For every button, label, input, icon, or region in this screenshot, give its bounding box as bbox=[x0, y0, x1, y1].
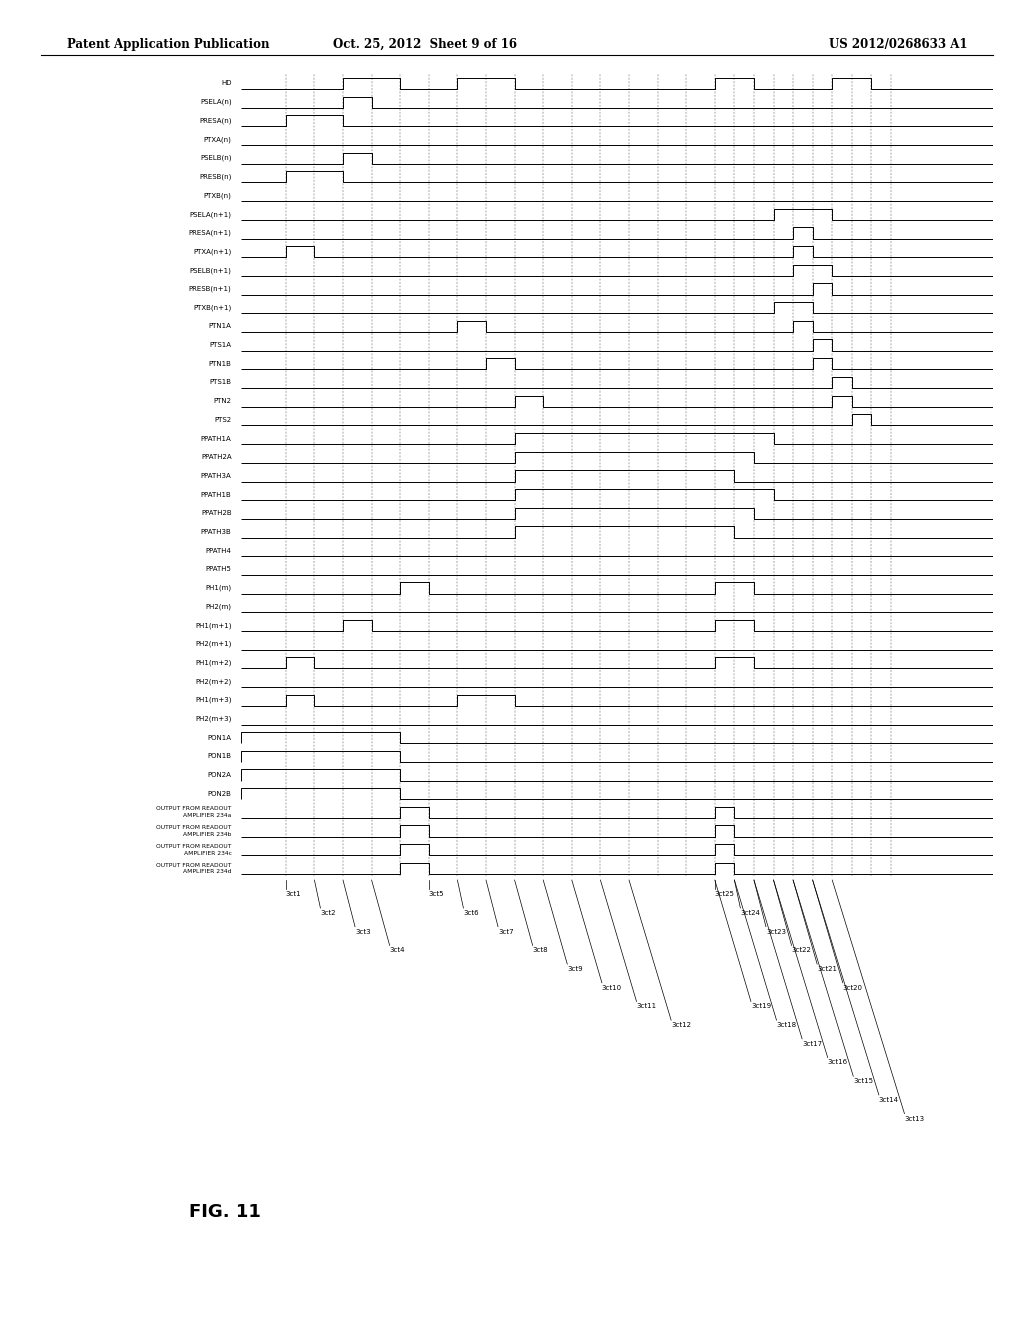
Text: PON1B: PON1B bbox=[208, 754, 231, 759]
Text: 3ct21: 3ct21 bbox=[817, 966, 838, 972]
Text: 3ct11: 3ct11 bbox=[637, 1003, 656, 1010]
Text: PPATH5: PPATH5 bbox=[206, 566, 231, 573]
Text: OUTPUT FROM READOUT: OUTPUT FROM READOUT bbox=[157, 843, 231, 849]
Text: PPATH2B: PPATH2B bbox=[201, 511, 231, 516]
Text: PH1(m+3): PH1(m+3) bbox=[196, 697, 231, 704]
Text: 3ct18: 3ct18 bbox=[776, 1022, 797, 1028]
Text: PON1A: PON1A bbox=[208, 735, 231, 741]
Text: 3ct9: 3ct9 bbox=[567, 966, 583, 972]
Text: 3ct14: 3ct14 bbox=[879, 1097, 899, 1102]
Text: 3ct24: 3ct24 bbox=[740, 909, 760, 916]
Text: PON2A: PON2A bbox=[208, 772, 231, 777]
Text: 3ct6: 3ct6 bbox=[464, 909, 479, 916]
Text: 3ct19: 3ct19 bbox=[751, 1003, 771, 1010]
Text: PTN1A: PTN1A bbox=[209, 323, 231, 330]
Text: PON2B: PON2B bbox=[208, 791, 231, 797]
Text: PPATH1A: PPATH1A bbox=[201, 436, 231, 442]
Text: PSELA(n+1): PSELA(n+1) bbox=[189, 211, 231, 218]
Text: PRESA(n): PRESA(n) bbox=[199, 117, 231, 124]
Text: PSELB(n): PSELB(n) bbox=[200, 154, 231, 161]
Text: 3ct1: 3ct1 bbox=[286, 891, 301, 898]
Text: 3ct3: 3ct3 bbox=[355, 928, 371, 935]
Text: Patent Application Publication: Patent Application Publication bbox=[67, 38, 269, 51]
Text: 3ct13: 3ct13 bbox=[904, 1115, 925, 1122]
Text: FIG. 11: FIG. 11 bbox=[189, 1203, 261, 1221]
Text: HD: HD bbox=[221, 81, 231, 86]
Text: PTS1B: PTS1B bbox=[210, 379, 231, 385]
Text: 3ct4: 3ct4 bbox=[390, 948, 406, 953]
Text: AMPLIFIER 234a: AMPLIFIER 234a bbox=[183, 813, 231, 818]
Text: 3ct22: 3ct22 bbox=[792, 948, 811, 953]
Text: 3ct5: 3ct5 bbox=[429, 891, 444, 898]
Text: 3ct16: 3ct16 bbox=[827, 1060, 848, 1065]
Text: AMPLIFIER 234d: AMPLIFIER 234d bbox=[183, 870, 231, 874]
Text: 3ct12: 3ct12 bbox=[671, 1022, 691, 1028]
Text: PPATH2A: PPATH2A bbox=[201, 454, 231, 461]
Text: PH1(m+2): PH1(m+2) bbox=[196, 660, 231, 667]
Text: 3ct8: 3ct8 bbox=[532, 948, 548, 953]
Text: PTN1B: PTN1B bbox=[209, 360, 231, 367]
Text: PH2(m+2): PH2(m+2) bbox=[196, 678, 231, 685]
Text: AMPLIFIER 234c: AMPLIFIER 234c bbox=[183, 850, 231, 855]
Text: 3ct2: 3ct2 bbox=[321, 909, 336, 916]
Text: PTXA(n+1): PTXA(n+1) bbox=[194, 248, 231, 255]
Text: PPATH3B: PPATH3B bbox=[201, 529, 231, 535]
Text: 3ct15: 3ct15 bbox=[853, 1078, 873, 1084]
Text: PTS1A: PTS1A bbox=[210, 342, 231, 348]
Text: OUTPUT FROM READOUT: OUTPUT FROM READOUT bbox=[157, 807, 231, 812]
Text: PH2(m+1): PH2(m+1) bbox=[196, 642, 231, 647]
Text: OUTPUT FROM READOUT: OUTPUT FROM READOUT bbox=[157, 825, 231, 830]
Text: 3ct7: 3ct7 bbox=[498, 928, 514, 935]
Text: PTXB(n): PTXB(n) bbox=[204, 193, 231, 199]
Text: PH2(m): PH2(m) bbox=[206, 603, 231, 610]
Text: PH2(m+3): PH2(m+3) bbox=[196, 715, 231, 722]
Text: Oct. 25, 2012  Sheet 9 of 16: Oct. 25, 2012 Sheet 9 of 16 bbox=[333, 38, 517, 51]
Text: PRESB(n+1): PRESB(n+1) bbox=[188, 286, 231, 292]
Text: PH1(m+1): PH1(m+1) bbox=[196, 622, 231, 628]
Text: 3ct25: 3ct25 bbox=[715, 891, 734, 898]
Text: PPATH3A: PPATH3A bbox=[201, 473, 231, 479]
Text: 3ct17: 3ct17 bbox=[802, 1040, 822, 1047]
Text: PPATH1B: PPATH1B bbox=[201, 491, 231, 498]
Text: PRESA(n+1): PRESA(n+1) bbox=[188, 230, 231, 236]
Text: AMPLIFIER 234b: AMPLIFIER 234b bbox=[183, 832, 231, 837]
Text: PTXA(n): PTXA(n) bbox=[204, 136, 231, 143]
Text: PRESB(n): PRESB(n) bbox=[200, 174, 231, 180]
Text: US 2012/0268633 A1: US 2012/0268633 A1 bbox=[829, 38, 968, 51]
Text: PTS2: PTS2 bbox=[214, 417, 231, 422]
Text: PSELB(n+1): PSELB(n+1) bbox=[189, 267, 231, 273]
Text: PTXB(n+1): PTXB(n+1) bbox=[194, 305, 231, 312]
Text: 3ct20: 3ct20 bbox=[843, 985, 863, 991]
Text: OUTPUT FROM READOUT: OUTPUT FROM READOUT bbox=[157, 862, 231, 867]
Text: PSELA(n): PSELA(n) bbox=[200, 99, 231, 106]
Text: PPATH4: PPATH4 bbox=[206, 548, 231, 553]
Text: PH1(m): PH1(m) bbox=[206, 585, 231, 591]
Text: PTN2: PTN2 bbox=[214, 399, 231, 404]
Text: 3ct10: 3ct10 bbox=[602, 985, 622, 991]
Text: 3ct23: 3ct23 bbox=[766, 928, 786, 935]
